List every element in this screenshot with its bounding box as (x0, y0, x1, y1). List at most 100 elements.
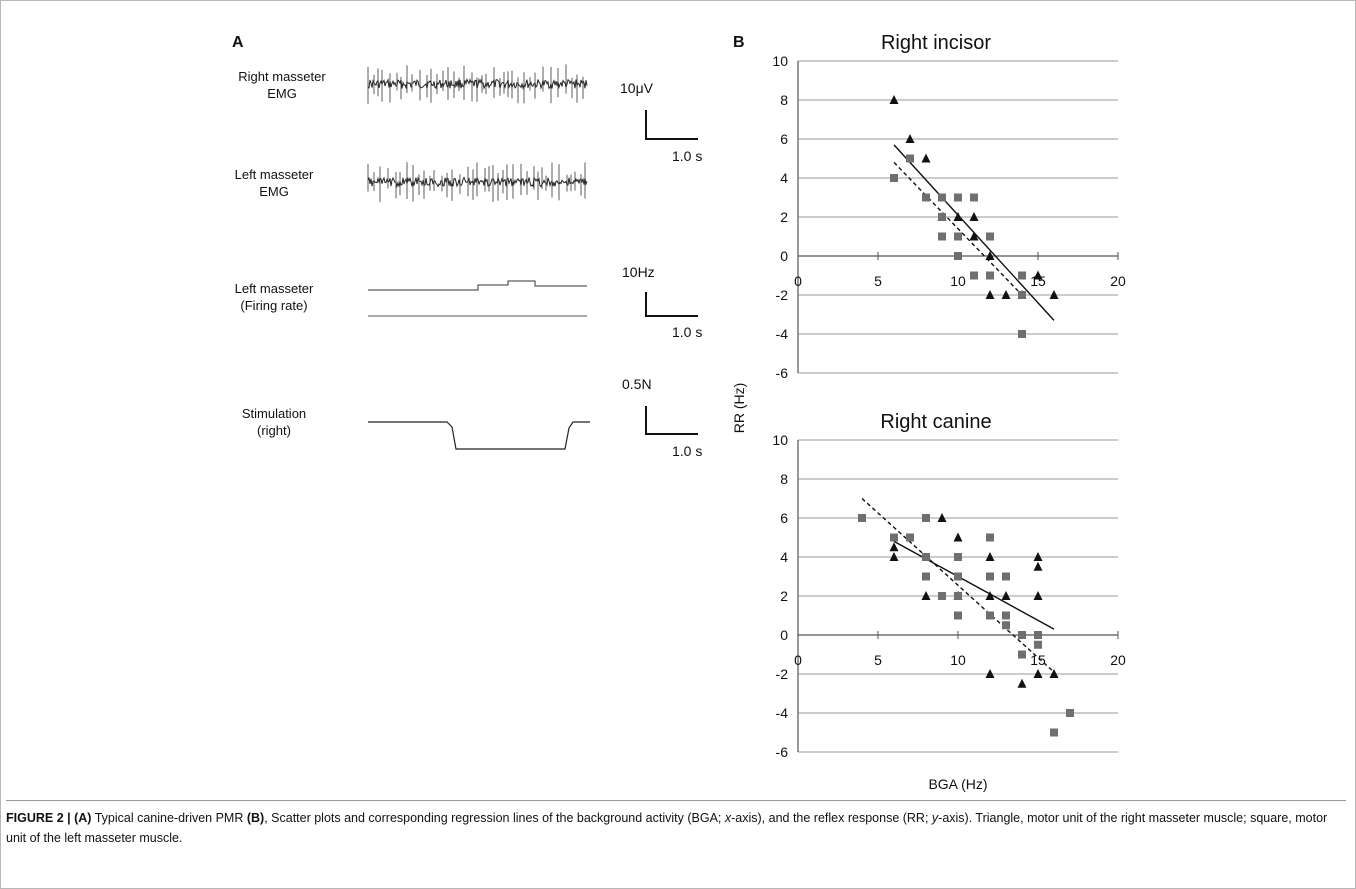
triangle-point (921, 153, 931, 163)
scale-bar-firing (645, 292, 698, 317)
caption-italic: x (724, 811, 732, 825)
caption-text: Typical canine-driven PMR (91, 811, 247, 825)
trace-label-left-emg: Left masseter EMG (214, 166, 334, 200)
square-point (1034, 631, 1042, 639)
square-point (970, 193, 978, 202)
trace-label-line: (Firing rate) (240, 298, 308, 313)
scale-time-force: 1.0 s (672, 443, 703, 459)
y-tick-label: 6 (780, 510, 788, 526)
square-point (1018, 291, 1026, 299)
triangle-point (937, 513, 947, 522)
triangle-point (889, 542, 899, 552)
square-point (954, 252, 962, 260)
trace-label-line: (right) (257, 423, 291, 438)
square-point (938, 232, 946, 241)
square-point (938, 193, 946, 202)
triangle-point (889, 552, 899, 561)
square-point (1002, 621, 1010, 630)
x-tick-label: 0 (794, 652, 802, 668)
square-point (890, 174, 898, 182)
x-tick-label: 20 (1110, 273, 1126, 289)
triangle-point (1033, 561, 1043, 571)
emg-trace-left (367, 162, 588, 202)
x-tick-label: 0 (794, 273, 802, 289)
square-point (858, 514, 866, 522)
triangle-point (1033, 552, 1043, 561)
square-point (922, 193, 930, 202)
triangle-point (1033, 270, 1043, 280)
x-tick-label: 5 (874, 652, 882, 668)
y-tick-label: 10 (772, 432, 788, 448)
triangle-point (905, 134, 915, 143)
x-axis-title: BGA (Hz) (928, 776, 987, 792)
chart-title: Right incisor (881, 32, 991, 54)
panel-a-letter: A (232, 34, 244, 51)
square-point (954, 232, 962, 241)
square-point (1018, 631, 1026, 639)
y-tick-label: 2 (780, 588, 788, 604)
square-point (1034, 640, 1042, 649)
stimulation-trace (368, 421, 590, 450)
trace-label-line: EMG (267, 86, 297, 101)
scale-amplitude-emg: 10μV (620, 80, 653, 96)
emg-noise (367, 175, 588, 189)
x-tick-label: 5 (874, 273, 882, 289)
y-tick-label: -6 (776, 365, 789, 381)
square-point (1066, 709, 1074, 717)
y-tick-label: 10 (772, 53, 788, 69)
triangle-point (985, 591, 995, 600)
scale-amplitude-force: 0.5N (622, 376, 652, 392)
scale-bar-force (645, 406, 698, 435)
y-tick-label: -4 (776, 705, 789, 721)
y-tick-label: -4 (776, 326, 789, 342)
triangle-point (1001, 591, 1011, 600)
square-point (890, 533, 898, 542)
triangle-point (889, 95, 899, 104)
square-point (954, 611, 962, 620)
x-tick-label: 10 (950, 652, 966, 668)
square-point (906, 154, 914, 163)
caption-label-b: (B) (246, 811, 265, 825)
trace-label-line: Left masseter (234, 167, 314, 182)
y-tick-label: 0 (780, 248, 788, 264)
square-point (954, 592, 962, 600)
square-point (1002, 611, 1010, 620)
y-tick-label: -6 (776, 744, 789, 760)
triangle-point (1049, 290, 1059, 299)
triangle-point (953, 212, 963, 221)
emg-noise (367, 77, 588, 90)
y-tick-label: 8 (780, 92, 788, 108)
triangle-point (1033, 591, 1043, 600)
triangle-point (985, 552, 995, 561)
y-axis-title: RR (Hz) (731, 383, 747, 434)
y-tick-label: 8 (780, 471, 788, 487)
scale-amplitude-firing: 10Hz (622, 264, 655, 280)
square-point (986, 533, 994, 542)
trace-label-line: Right masseter (238, 69, 326, 84)
triangle-point (969, 231, 979, 241)
square-point (938, 213, 946, 221)
trace-label-firing-rate: Left masseter (Firing rate) (214, 280, 334, 314)
x-tick-label: 15 (1030, 273, 1046, 289)
square-point (986, 232, 994, 241)
square-point (922, 514, 930, 522)
regression-line-solid (893, 540, 1055, 630)
square-point (954, 553, 962, 561)
triangle-point (1001, 290, 1011, 299)
caption-label: FIGURE 2 | (A) (6, 811, 92, 825)
x-tick-label: 10 (950, 273, 966, 289)
scale-time-firing: 1.0 s (672, 324, 703, 340)
x-tick-label: 15 (1030, 652, 1046, 668)
caption-text: -axis). Triangle, motor unit of the righ… (6, 811, 1328, 845)
square-point (1050, 728, 1058, 737)
y-tick-label: -2 (776, 666, 789, 682)
square-point (986, 271, 994, 280)
y-tick-label: 0 (780, 627, 788, 643)
regression-line-dashed (893, 161, 1023, 296)
square-point (954, 572, 962, 581)
triangle-point (1017, 678, 1027, 688)
caption-text: -axis), and the reflex response (RR; (731, 811, 932, 825)
